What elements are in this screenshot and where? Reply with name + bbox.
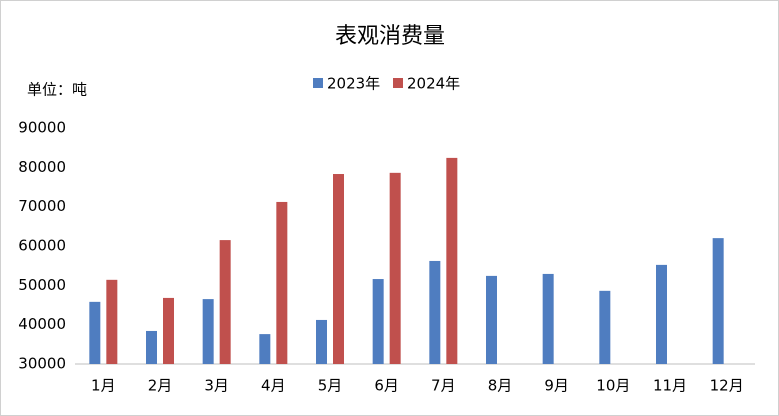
x-tick-label: 4月 <box>261 377 286 395</box>
bar <box>146 330 157 364</box>
bar <box>106 279 118 364</box>
x-tick-label: 1月 <box>91 377 116 395</box>
x-tick-label: 5月 <box>318 377 343 395</box>
legend-swatch <box>393 78 403 88</box>
bar <box>389 172 401 364</box>
bar <box>316 319 327 364</box>
y-tick-label: 90000 <box>18 119 66 137</box>
bar <box>89 301 101 364</box>
bar <box>429 260 441 364</box>
legend-swatch <box>313 78 323 88</box>
bar <box>446 157 458 364</box>
y-tick-label: 30000 <box>18 355 66 373</box>
bar <box>276 201 288 364</box>
bar <box>599 290 611 364</box>
x-tick-label: 10月 <box>596 377 630 395</box>
x-tick-label: 9月 <box>544 377 569 395</box>
x-tick-label: 6月 <box>374 377 399 395</box>
bar <box>486 275 497 364</box>
unit-label: 单位：吨 <box>27 81 87 99</box>
y-tick-label: 80000 <box>18 158 66 176</box>
bar <box>259 334 271 364</box>
bar <box>372 279 384 364</box>
bar <box>712 238 724 364</box>
x-tick-label: 7月 <box>431 377 456 395</box>
bar <box>333 174 344 364</box>
x-tick-label: 8月 <box>488 377 513 395</box>
legend-label: 2023年 <box>327 75 380 93</box>
chart-title: 表观消费量 <box>335 24 445 49</box>
y-tick-label: 60000 <box>18 237 66 255</box>
legend-label: 2024年 <box>407 75 460 93</box>
x-tick-label: 12月 <box>710 377 744 395</box>
bar <box>542 273 554 364</box>
y-tick-label: 50000 <box>18 276 66 294</box>
x-tick-label: 2月 <box>148 377 173 395</box>
x-tick-label: 3月 <box>204 377 229 395</box>
bar <box>163 297 174 364</box>
y-tick-label: 40000 <box>18 315 66 333</box>
bar <box>202 299 214 364</box>
bar <box>219 240 231 364</box>
y-tick-label: 70000 <box>18 197 66 215</box>
x-tick-label: 11月 <box>653 377 687 395</box>
bar <box>656 264 667 364</box>
